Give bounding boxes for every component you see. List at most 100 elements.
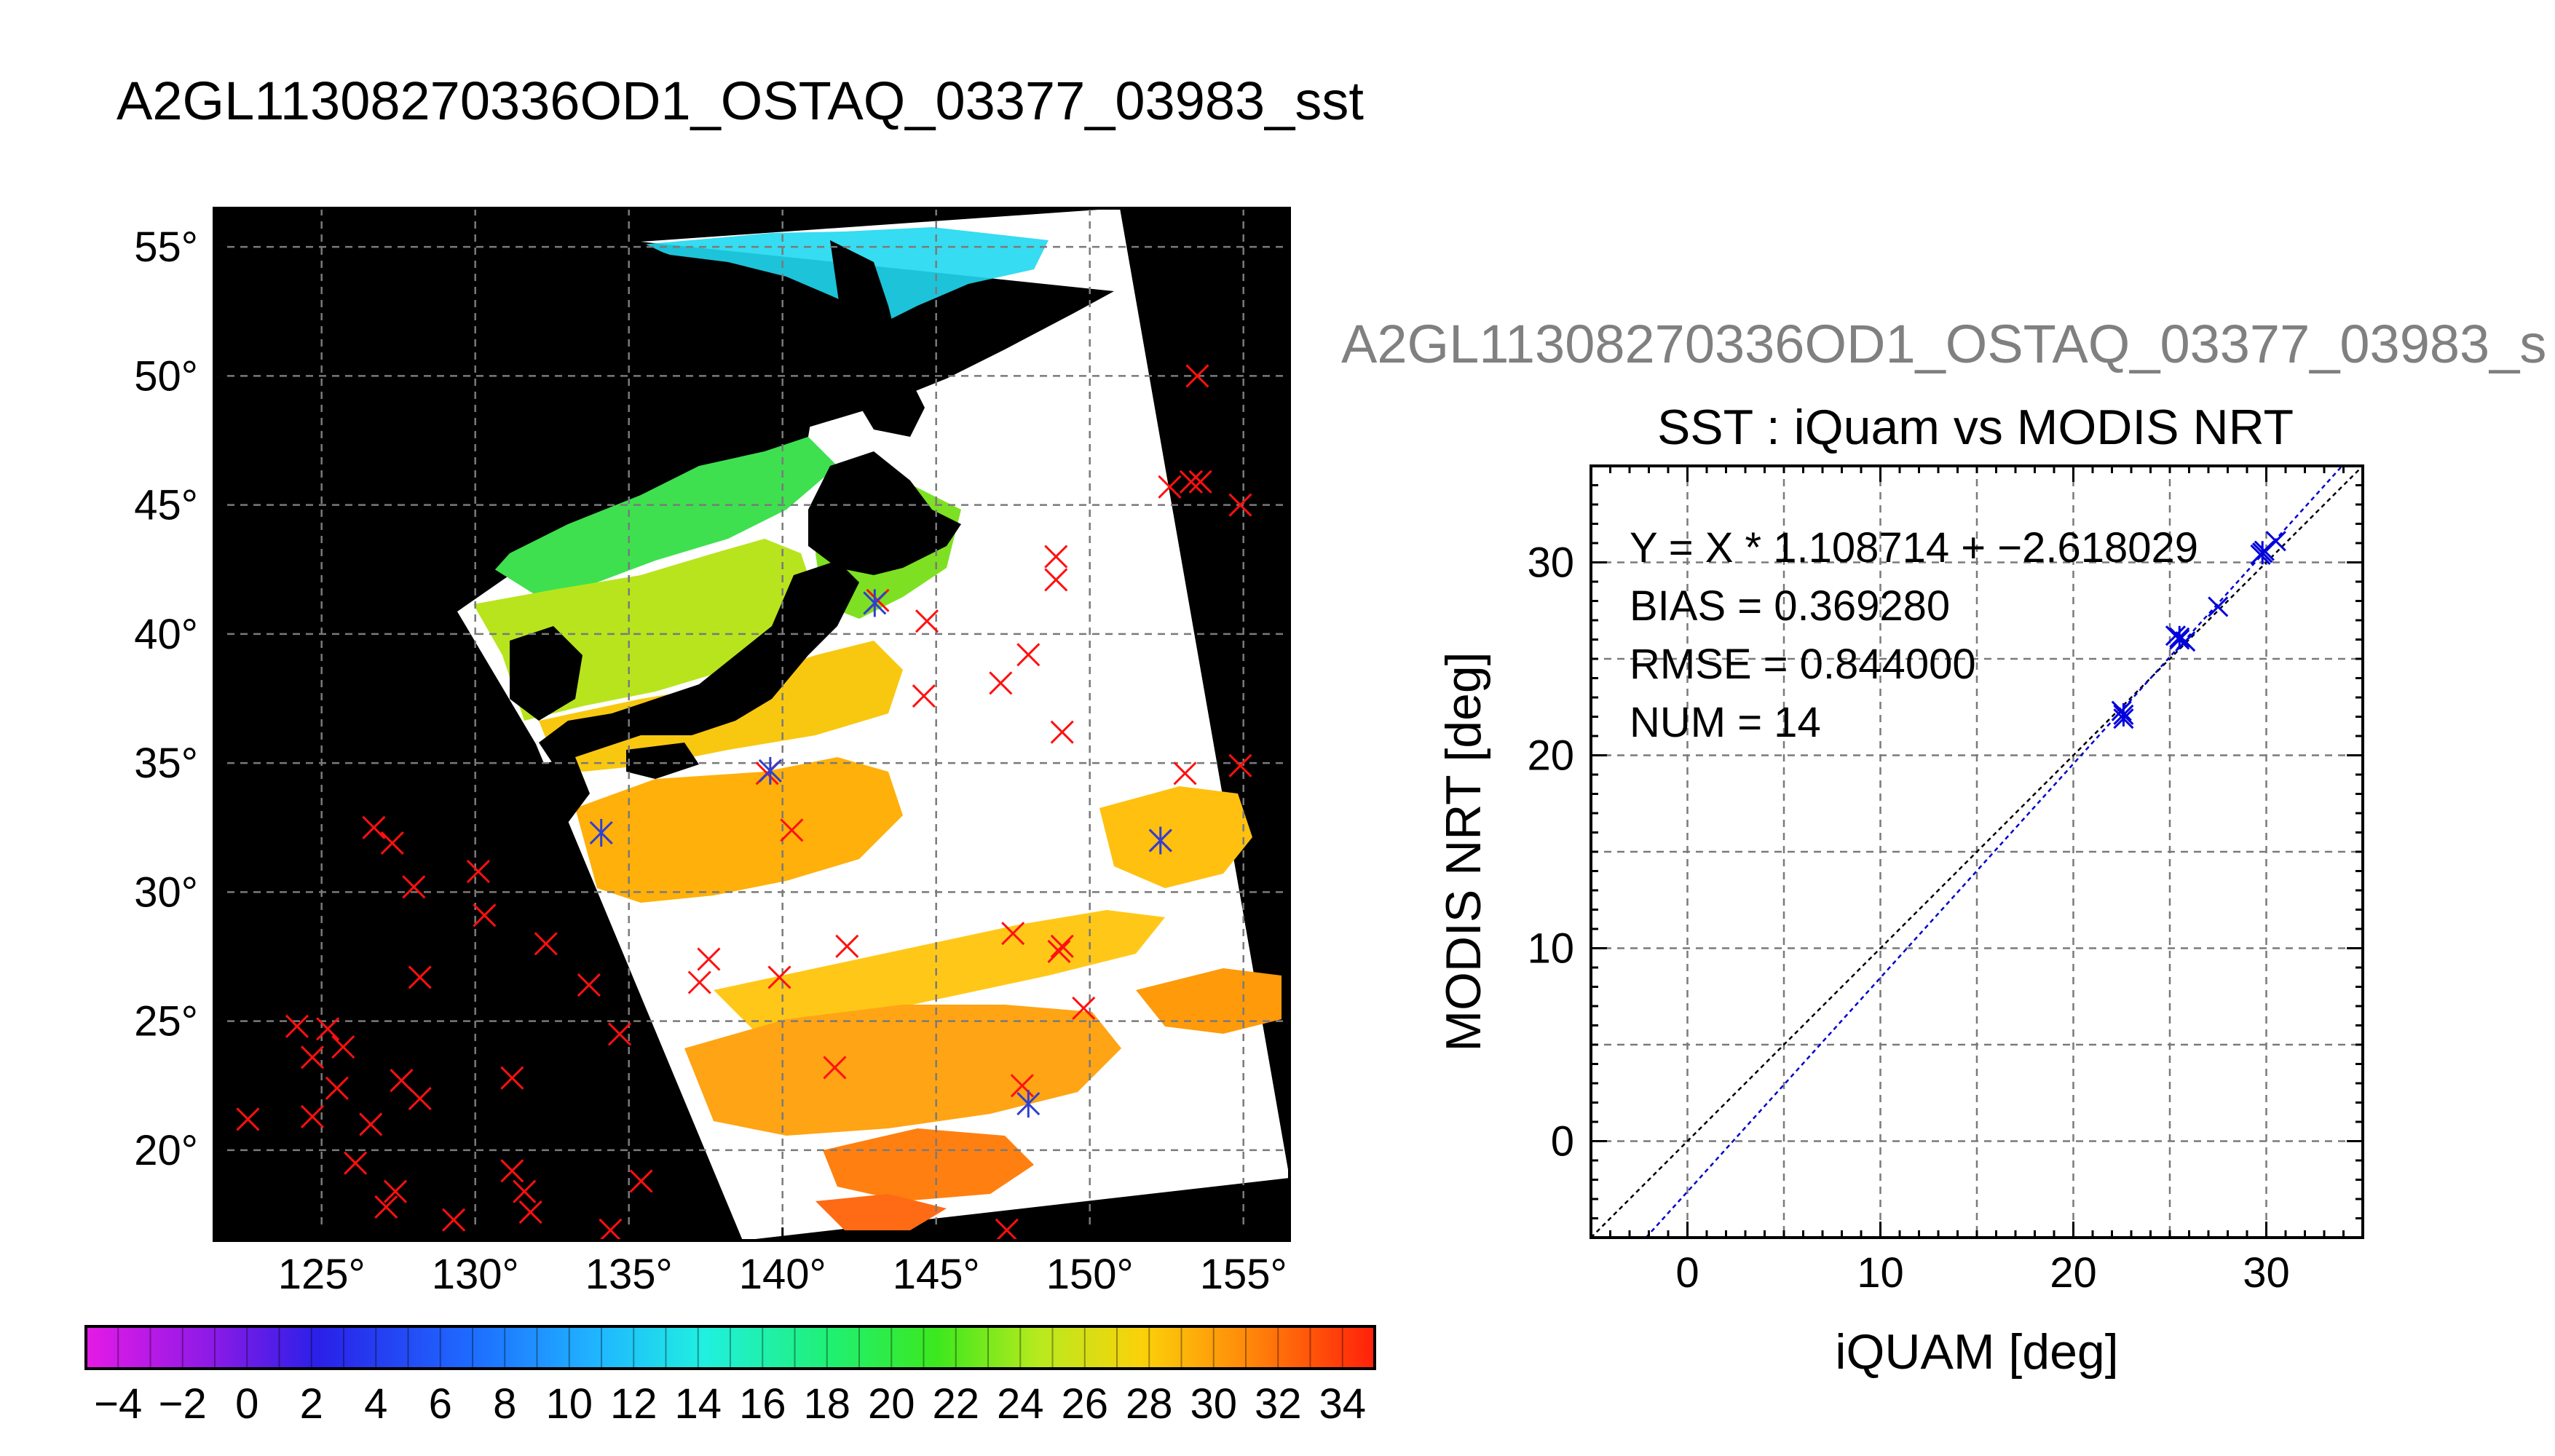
iquam-buoy-marker bbox=[1179, 470, 1204, 494]
korea bbox=[510, 626, 583, 721]
y-tick-label: 0 bbox=[1551, 1118, 1574, 1166]
colorbar-label: 22 bbox=[932, 1380, 979, 1428]
iquam-buoy-marker bbox=[344, 1151, 368, 1175]
sst-region bbox=[481, 430, 837, 597]
iquam-buoy-marker bbox=[1158, 475, 1182, 499]
iquam-buoy-marker bbox=[1228, 753, 1252, 778]
iquam-buoy-marker bbox=[500, 1159, 524, 1183]
colorbar-label: 6 bbox=[429, 1380, 452, 1428]
colorbar-labels: −4 −2 0 2 4 6 8 10 12 14 16 18 20 22 24 26 28 30 32 34 bbox=[94, 1380, 1366, 1428]
lat-tick-label: 45° bbox=[134, 482, 198, 529]
y-tick-label: 10 bbox=[1527, 925, 1574, 973]
scatter-title: SST : iQuam vs MODIS NRT bbox=[1657, 400, 2294, 455]
scatter-panel: SST : iQuam vs MODIS NRT 0 10 20 300102030 … bbox=[1436, 400, 2364, 1380]
iquam-buoy-marker bbox=[1228, 493, 1252, 517]
iquam-buoy-marker bbox=[577, 973, 601, 997]
map-gridlines bbox=[214, 208, 1290, 1241]
map-tick-labels: 125° 130° 135° 140° 145° 150° 155° 55° 50° 45° 40°… bbox=[134, 223, 1287, 1298]
y-tick-label: 20 bbox=[1527, 732, 1574, 780]
colorbar: −4 −2 0 2 4 6 8 10 12 14 16 18 20 22 24 26 28 30 32 34 bbox=[84, 1325, 1376, 1428]
x-tick-label: 0 bbox=[1675, 1249, 1699, 1297]
matchup-marker bbox=[863, 589, 887, 617]
map-frame bbox=[213, 207, 1291, 1242]
regression-line bbox=[1645, 465, 2343, 1238]
lat-tick-label: 55° bbox=[134, 223, 198, 271]
sst-region bbox=[714, 910, 1165, 1034]
scatter-point bbox=[2111, 700, 2132, 721]
map-markers bbox=[236, 364, 1252, 1242]
lon-tick-label: 155° bbox=[1200, 1251, 1287, 1298]
scatter-point-star bbox=[2113, 703, 2134, 727]
sst-region bbox=[816, 1194, 947, 1230]
y-tick-label: 30 bbox=[1527, 539, 1574, 587]
x-tick-label: 30 bbox=[2243, 1249, 2290, 1297]
lat-tick-label: 25° bbox=[134, 998, 198, 1045]
iquam-buoy-marker bbox=[835, 934, 859, 958]
scatter-annotation: BIAS = 0.369280 bbox=[1630, 582, 1950, 630]
lat-tick-label: 35° bbox=[134, 740, 198, 787]
honshu bbox=[539, 561, 859, 764]
colorbar-label: 4 bbox=[364, 1380, 387, 1428]
iquam-buoy-marker bbox=[915, 609, 939, 633]
sst-region bbox=[1099, 786, 1252, 888]
iquam-buoy-marker bbox=[408, 1086, 432, 1111]
iquam-buoy-marker bbox=[325, 1076, 349, 1100]
lat-tick-label: 30° bbox=[134, 869, 198, 916]
iquam-buoy-marker bbox=[466, 860, 490, 884]
iquam-buoy-marker bbox=[316, 1017, 340, 1041]
iquam-buoy-marker bbox=[473, 903, 497, 927]
scatter-xlabel: iQUAM [deg] bbox=[1835, 1324, 2118, 1380]
matchup-marker bbox=[1016, 1090, 1040, 1118]
colorbar-label: 24 bbox=[997, 1380, 1044, 1428]
landmass bbox=[214, 208, 961, 823]
sst-region bbox=[684, 1005, 1121, 1136]
iquam-buoy-marker bbox=[1050, 720, 1074, 744]
lon-tick-label: 145° bbox=[893, 1251, 980, 1298]
scatter-points bbox=[2111, 531, 2286, 729]
lon-tick-label: 125° bbox=[278, 1251, 366, 1298]
iquam-buoy-marker bbox=[300, 1045, 325, 1069]
iquam-buoy-marker bbox=[1010, 1074, 1034, 1098]
x-tick-label: 10 bbox=[1857, 1249, 1904, 1297]
asia-coast bbox=[214, 208, 816, 655]
iquam-buoy-marker bbox=[383, 1179, 408, 1203]
iquam-buoy-marker bbox=[513, 1179, 537, 1203]
kyushu bbox=[539, 757, 590, 823]
sst-region bbox=[575, 757, 903, 903]
lon-tick-label: 135° bbox=[585, 1251, 673, 1298]
identity-line bbox=[1590, 465, 2364, 1238]
colorbar-label: 18 bbox=[803, 1380, 850, 1428]
colorbar-label: 30 bbox=[1190, 1380, 1237, 1428]
iquam-buoy-marker bbox=[380, 831, 404, 855]
scatter-point bbox=[2208, 596, 2229, 617]
colorbar-label: 16 bbox=[739, 1380, 786, 1428]
iquam-buoy-marker bbox=[912, 684, 936, 708]
matchup-marker bbox=[589, 818, 613, 847]
iquam-buoy-marker bbox=[1173, 761, 1197, 786]
sst-region bbox=[823, 1128, 1034, 1201]
main-title: A2GL11308270336OD1_OSTAQ_03377_03983_sst bbox=[117, 71, 1364, 131]
iquam-buoy-marker bbox=[1044, 568, 1068, 592]
colorbar-label: 28 bbox=[1126, 1380, 1173, 1428]
colorbar-label: −4 bbox=[94, 1380, 142, 1428]
scatter-file-title: A2GL11308270336OD1_OSTAQ_03377_03983_s bbox=[1341, 314, 2547, 374]
iquam-buoy-marker bbox=[359, 1112, 383, 1136]
matchup-marker bbox=[1148, 826, 1172, 855]
satellite-swath bbox=[457, 208, 1290, 1241]
colorbar-gradient bbox=[86, 1326, 1375, 1369]
iquam-buoy-marker bbox=[767, 965, 791, 989]
colorbar-label: 26 bbox=[1061, 1380, 1108, 1428]
colorbar-label: 10 bbox=[545, 1380, 593, 1428]
scatter-point-star bbox=[2252, 541, 2273, 565]
scatter-annotation: RMSE = 0.844000 bbox=[1630, 641, 1976, 688]
iquam-buoy-marker bbox=[780, 818, 804, 842]
scatter-ticks: 0 10 20 30 0 10 20 30 bbox=[1527, 464, 2364, 1297]
scatter-annotation: Y = X * 1.108714 + −2.618029 bbox=[1630, 524, 2198, 571]
map-panel: 125° 130° 135° 140° 145° 150° 155° 55° 50° 45° 40°… bbox=[134, 207, 1291, 1298]
iquam-buoy-marker bbox=[534, 932, 558, 956]
hokkaido bbox=[808, 451, 961, 575]
colorbar-label: 8 bbox=[493, 1380, 516, 1428]
iquam-buoy-marker bbox=[629, 1169, 653, 1193]
shikoku bbox=[626, 743, 699, 779]
